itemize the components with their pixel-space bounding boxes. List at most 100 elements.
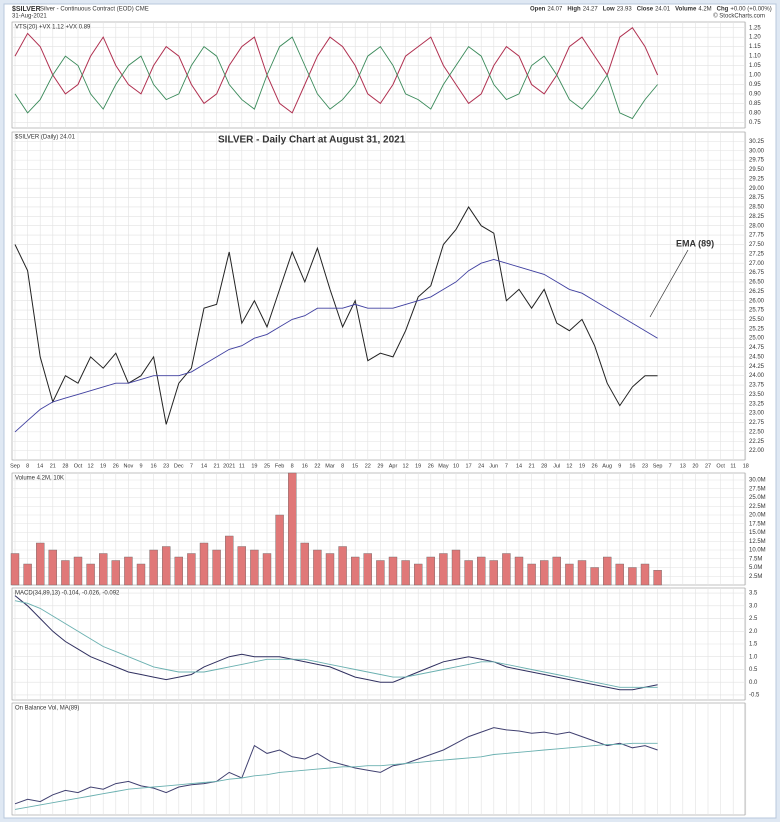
y-tick-label: 20.0M: [749, 513, 766, 519]
y-tick-label: 24.50: [749, 354, 765, 360]
bar: [502, 553, 511, 586]
x-tick-label: Sep: [653, 463, 663, 469]
x-tick-label: 16: [302, 463, 308, 469]
y-tick-label: 22.75: [749, 420, 765, 426]
bar: [275, 514, 284, 586]
quote-label: Chg: [717, 7, 729, 13]
chart-title: SILVER - Daily Chart at August 31, 2021: [218, 135, 406, 146]
quote-label: Volume: [675, 7, 697, 13]
x-tick-label: 20: [692, 463, 698, 469]
bar: [565, 563, 574, 586]
y-tick-label: 2.5: [749, 616, 758, 622]
quote-value: 24.27: [583, 7, 599, 13]
y-tick-label: 15.0M: [749, 530, 766, 536]
x-tick-label: 29: [377, 463, 383, 469]
y-tick-label: 0.80: [749, 110, 761, 116]
quote-value: +0.00 (+0.00%): [730, 7, 771, 13]
panel: [11, 131, 746, 461]
bar: [477, 556, 486, 586]
x-tick-label: 19: [100, 463, 106, 469]
y-tick-label: 24.75: [749, 345, 765, 351]
x-tick-label: May: [438, 463, 449, 469]
y-tick-label: 22.00: [749, 448, 765, 454]
x-tick-label: 14: [37, 463, 43, 469]
y-tick-label: 5.0M: [749, 565, 762, 571]
bar: [313, 549, 322, 586]
x-tick-label: 28: [541, 463, 547, 469]
y-tick-label: 22.50: [749, 429, 765, 435]
annotation: EMA (89): [676, 238, 714, 248]
series-line: [14, 742, 658, 810]
bar: [640, 563, 650, 586]
annotation-pointer: [649, 249, 689, 318]
bar: [224, 535, 234, 586]
y-tick-label: 23.25: [749, 401, 765, 407]
bar: [212, 549, 221, 586]
y-tick-label: 17.5M: [749, 521, 766, 527]
bar: [61, 560, 70, 586]
quote-value: 4.2M: [698, 7, 711, 13]
bar: [338, 546, 347, 586]
x-tick-label: 12: [566, 463, 572, 469]
y-tick-label: 1.05: [749, 63, 761, 69]
x-tick-label: 7: [190, 463, 193, 469]
bar: [527, 563, 536, 586]
x-tick-label: 21: [50, 463, 56, 469]
bar: [86, 563, 95, 586]
x-tick-label: Jun: [489, 463, 498, 469]
y-tick-label: 27.00: [749, 261, 765, 267]
x-tick-label: 7: [505, 463, 508, 469]
y-tick-label: 25.75: [749, 308, 765, 314]
y-tick-label: 1.20: [749, 35, 761, 41]
x-tick-label: 22: [365, 463, 371, 469]
x-tick-label: 16: [629, 463, 635, 469]
series-line: [14, 259, 658, 433]
x-tick-label: 12: [403, 463, 409, 469]
y-tick-label: 30.25: [749, 139, 765, 145]
bar: [23, 563, 32, 586]
bar: [414, 563, 423, 586]
x-tick-label: Apr: [389, 463, 398, 469]
y-tick-label: 25.0M: [749, 495, 766, 501]
x-tick-label: 26: [592, 463, 598, 469]
bar: [300, 542, 309, 586]
bar: [489, 560, 498, 586]
x-tick-label: 24: [478, 463, 484, 469]
x-tick-label: 11: [239, 463, 245, 469]
bar: [514, 556, 524, 586]
y-tick-label: 24.25: [749, 364, 765, 370]
bar: [590, 567, 599, 586]
bar: [288, 472, 297, 586]
y-tick-label: 26.25: [749, 289, 765, 295]
y-tick-label: 23.50: [749, 392, 765, 398]
x-tick-label: 8: [26, 463, 29, 469]
x-tick-label: 19: [579, 463, 585, 469]
bar: [10, 553, 20, 586]
y-tick-label: -0.5: [749, 692, 760, 698]
bar: [124, 556, 133, 586]
panel-label: On Balance Vol, MA(89): [15, 706, 79, 712]
x-tick-label: 16: [151, 463, 157, 469]
quote-label: Low: [603, 7, 615, 13]
panel-label: MACD(34,89,13) -0.104, -0.026, -0.092: [15, 591, 120, 597]
y-tick-label: 29.75: [749, 158, 765, 164]
bar: [401, 560, 410, 586]
bar: [388, 556, 398, 586]
bar: [174, 556, 184, 586]
bar: [464, 560, 473, 586]
x-tick-label: 7: [669, 463, 672, 469]
y-tick-label: 24.00: [749, 373, 765, 379]
x-tick-label: Nov: [124, 463, 134, 469]
bar: [653, 570, 662, 586]
y-tick-label: 0.0: [749, 680, 758, 686]
x-tick-label: 14: [516, 463, 522, 469]
x-tick-label: Oct: [716, 463, 725, 469]
x-tick-label: Jul: [553, 463, 560, 469]
y-tick-label: 27.50: [749, 242, 765, 248]
x-tick-label: Mar: [325, 463, 335, 469]
series-line: [14, 727, 658, 805]
y-tick-label: 28.75: [749, 195, 765, 201]
bar: [48, 549, 57, 586]
series-line: [14, 36, 658, 120]
